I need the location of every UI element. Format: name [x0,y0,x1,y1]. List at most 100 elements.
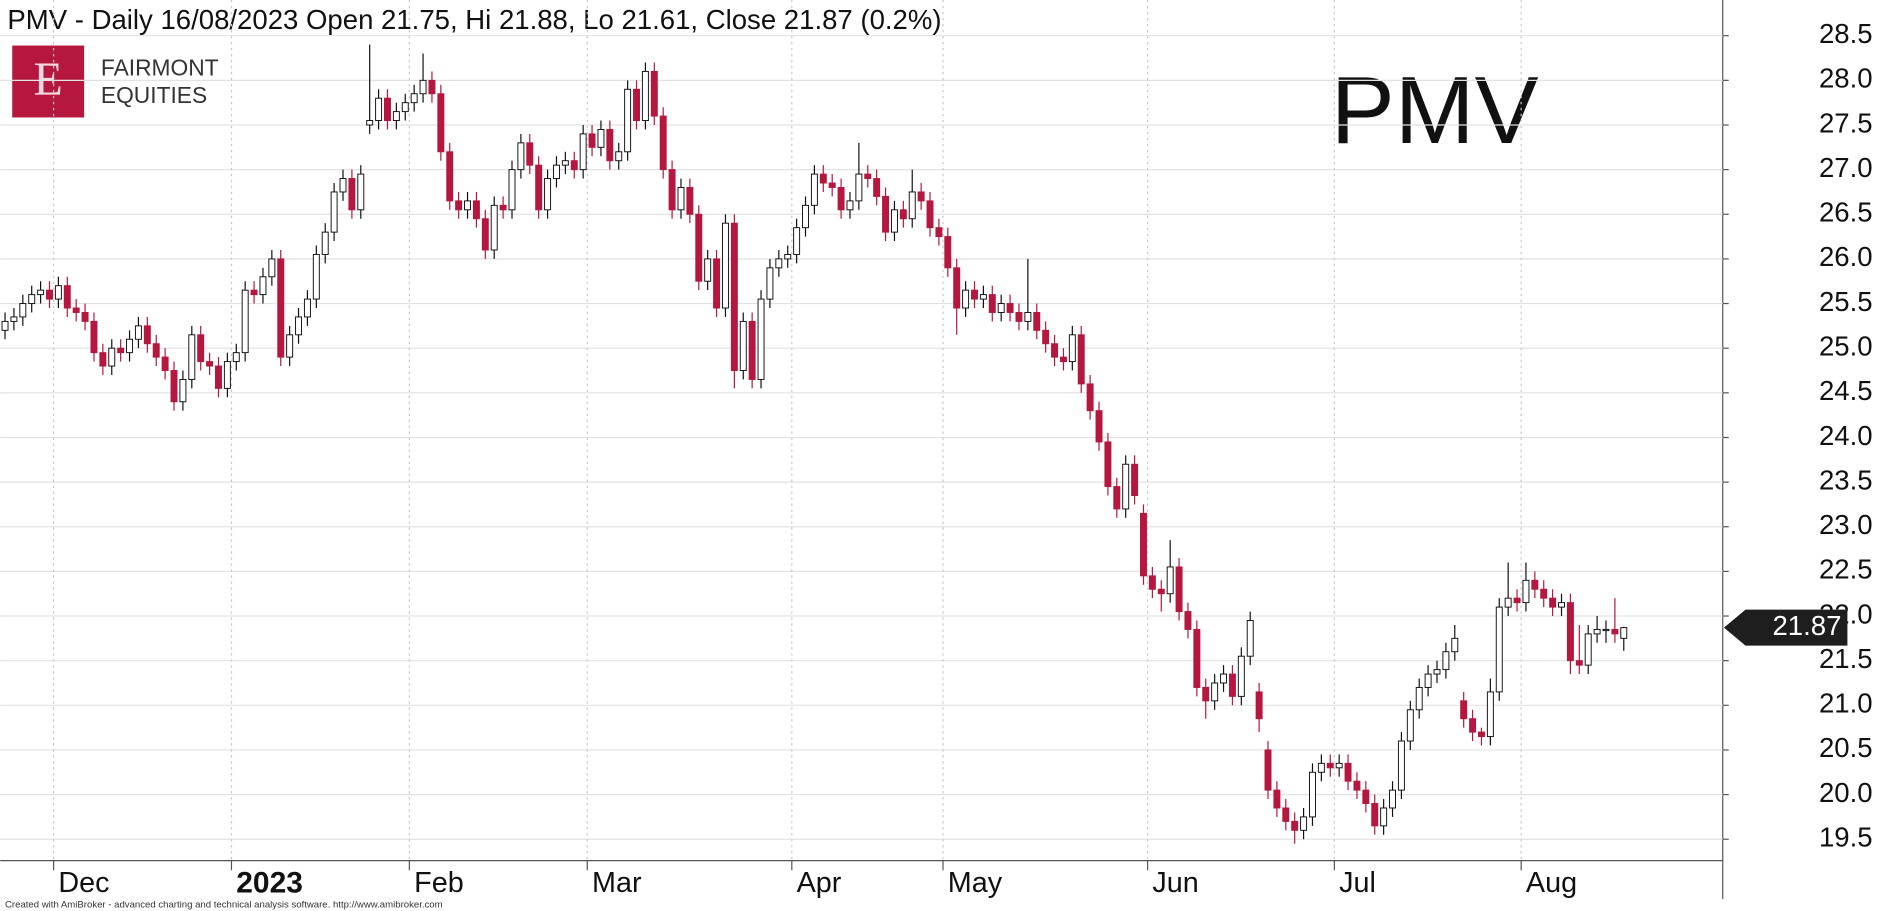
candle-body [1317,762,1325,773]
candle-body [1051,343,1059,358]
candle-body [19,303,27,318]
candle-body [846,200,854,211]
candle-body [268,258,276,278]
candle-body [1389,789,1397,809]
candle-body [561,160,569,166]
candle-body [455,200,463,211]
candle-body [686,187,694,215]
candle-body [1397,740,1405,791]
candle-body [579,133,587,171]
candle-body [997,303,1005,313]
candle-body [588,133,596,148]
candle-body [570,160,578,171]
candle-body [1237,655,1245,697]
candle-body [677,187,685,211]
candle-body [28,294,36,305]
y-tick-label: 24.0 [1819,420,1873,451]
candle-body [1531,579,1539,590]
candle-body [161,356,169,371]
candle-body [1460,700,1468,720]
candle-body [1469,718,1477,733]
candle-body [1291,820,1299,831]
y-tick-label: 23.5 [1819,464,1873,495]
candle-body [143,325,151,345]
candle-body [1442,651,1450,671]
candle-body [375,97,383,122]
candle-body [179,378,187,403]
candle-body [784,253,792,260]
candle-body [873,178,881,197]
candle-body [90,320,98,354]
candle-body [1344,762,1352,782]
y-tick-label: 25.5 [1819,286,1873,317]
candle-body [63,285,71,309]
candle-body [544,178,552,211]
candle-body [464,200,472,211]
x-tick-label: Feb [414,867,464,899]
y-tick-label: 25.0 [1819,330,1873,361]
candle-body [953,267,961,309]
candle-body [1611,628,1619,635]
candle-body [855,173,863,202]
candle-body [1406,709,1414,742]
candle-body [46,289,53,300]
candle-body [944,236,952,269]
y-tick-label: 20.5 [1819,732,1873,763]
candle-body [1477,731,1485,738]
candle-body [659,115,667,171]
candle-body [704,258,712,282]
candle-body [899,209,907,220]
candle-body [633,88,640,122]
candle-body [1264,749,1272,791]
candle-body [650,70,658,117]
candle-body [837,187,845,211]
candle-body [793,227,801,255]
x-tick-label: Dec [58,867,109,899]
candle-body [1006,303,1014,313]
candle-body [81,311,89,322]
candle-body [988,294,996,313]
grid [0,0,1729,871]
candle-body [721,222,729,309]
x-tick-label: Apr [797,867,842,899]
candle-body [526,142,534,166]
candle-body [1077,334,1085,385]
candle-body [401,102,409,113]
y-tick-label: 27.5 [1819,107,1873,138]
candle-body [392,111,400,122]
candle-body [1033,311,1041,331]
logo-text: FAIRMONT [101,55,219,81]
y-tick-label: 23.0 [1819,509,1873,540]
candle-body [979,294,987,300]
candle-body [828,182,836,188]
candle-body [1220,673,1228,684]
candle-body [1113,486,1121,510]
y-tick-label: 21.5 [1819,643,1873,674]
candle-body [1353,780,1361,791]
y-tick-label: 20.0 [1819,777,1873,808]
candle-body [1202,686,1210,702]
candle-body [419,79,427,95]
x-tick-label: Aug [1526,867,1577,899]
y-tick-label: 21.0 [1819,688,1873,719]
last-price-tag [1723,609,1848,646]
candle-body [1558,602,1565,608]
candle-body [490,204,498,251]
candles [1,44,1628,844]
candle-body [1522,579,1530,604]
last-price-label: 21.87 [1772,610,1841,641]
candle-body [1255,691,1263,720]
candle-body [1620,627,1628,639]
candle-body [1504,597,1512,608]
candle-body [446,151,454,202]
candle-body [713,258,721,309]
candle-body [366,120,374,126]
candle-body [1371,803,1379,827]
candle-body [1309,771,1316,818]
y-tick-label: 28.5 [1819,18,1873,49]
candle-body [802,204,809,229]
x-tick-label: Jun [1152,867,1198,899]
candle-body [624,88,632,153]
candle-body [1486,691,1494,738]
candle-body [1086,383,1094,412]
